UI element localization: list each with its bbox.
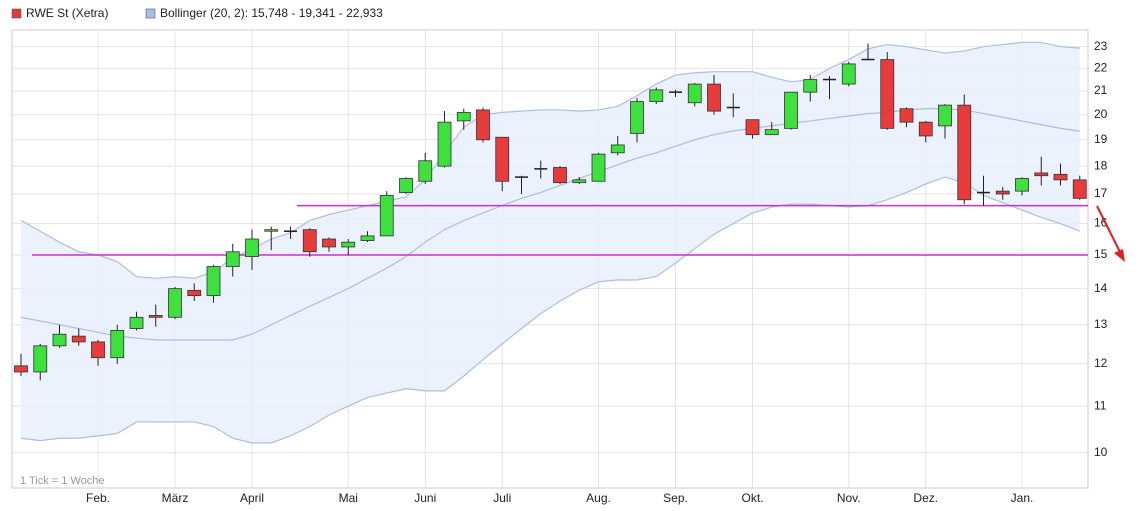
x-tick-label: Juli bbox=[493, 491, 511, 505]
legend-swatch bbox=[145, 8, 156, 19]
candle-body bbox=[1034, 172, 1049, 177]
y-tick-label: 10 bbox=[1094, 445, 1108, 459]
legend-label: RWE St (Xetra) bbox=[26, 6, 108, 20]
candle-body bbox=[918, 121, 933, 137]
candle-body bbox=[572, 179, 587, 184]
candle-body bbox=[553, 167, 567, 184]
candle-body bbox=[764, 129, 779, 136]
x-tick-label: Dez. bbox=[913, 491, 938, 505]
candle-body bbox=[33, 345, 48, 373]
x-tick-label: Feb. bbox=[86, 491, 110, 505]
candle-body bbox=[148, 315, 163, 318]
y-tick-label: 21 bbox=[1094, 83, 1108, 97]
candle-body bbox=[322, 238, 336, 248]
candle-body bbox=[206, 266, 221, 297]
legend-label: Bollinger (20, 2): 15,748 - 19,341 - 22,… bbox=[160, 6, 383, 20]
x-tick-label: Mai bbox=[339, 491, 358, 505]
candle-body bbox=[302, 229, 317, 253]
candle-body bbox=[437, 121, 452, 167]
candle-body bbox=[91, 341, 105, 359]
candle-body bbox=[977, 191, 990, 194]
candle-body bbox=[649, 89, 664, 102]
y-tick-label: 18 bbox=[1094, 158, 1108, 172]
x-tick-label: April bbox=[240, 491, 264, 505]
y-tick-label: 14 bbox=[1094, 281, 1108, 295]
candle-body bbox=[168, 288, 182, 318]
x-tick-label: Okt. bbox=[741, 491, 763, 505]
candle-body bbox=[284, 230, 297, 232]
y-tick-label: 19 bbox=[1094, 132, 1108, 146]
band-line bbox=[20, 176, 1080, 444]
candle-body bbox=[630, 101, 644, 134]
candle-body bbox=[957, 104, 972, 201]
x-tick-label: Jan. bbox=[1011, 491, 1034, 505]
candle-body bbox=[52, 333, 67, 347]
candle-body bbox=[803, 79, 818, 93]
x-tick-label: Nov. bbox=[837, 491, 861, 505]
candle-body bbox=[1072, 179, 1087, 199]
y-tick-label: 23 bbox=[1094, 39, 1108, 53]
trend-arrow bbox=[1096, 205, 1122, 255]
candle-body bbox=[880, 59, 895, 129]
y-tick-label: 22 bbox=[1094, 61, 1108, 75]
candle-body bbox=[687, 83, 702, 104]
candle-body bbox=[726, 106, 740, 109]
candle-body bbox=[245, 238, 259, 258]
y-tick-label: 12 bbox=[1094, 356, 1108, 370]
x-tick-label: Sep. bbox=[663, 491, 688, 505]
candle-body bbox=[995, 190, 1010, 195]
candle-body bbox=[515, 176, 528, 178]
candle-body bbox=[610, 144, 625, 154]
candle-body bbox=[861, 58, 875, 61]
candle-body bbox=[14, 365, 28, 373]
candle-body bbox=[187, 289, 202, 297]
candle-body bbox=[1015, 178, 1029, 192]
y-tick-label: 15 bbox=[1094, 247, 1108, 261]
trend-arrow-head bbox=[1114, 249, 1125, 262]
x-tick-label: März bbox=[162, 491, 189, 505]
y-tick-label: 11 bbox=[1094, 398, 1107, 412]
band-fill bbox=[21, 42, 1080, 443]
candle-body bbox=[399, 178, 413, 193]
candle-body bbox=[129, 316, 144, 329]
candle-body bbox=[899, 108, 914, 123]
candle-body bbox=[534, 168, 548, 170]
candle-body bbox=[1053, 173, 1068, 181]
candle-body bbox=[938, 104, 952, 127]
candle-body bbox=[110, 330, 125, 359]
candle-body bbox=[341, 241, 356, 248]
y-tick-label: 17 bbox=[1094, 186, 1108, 200]
y-tick-label: 20 bbox=[1094, 107, 1108, 121]
candle-body bbox=[784, 91, 798, 129]
candle-body bbox=[379, 195, 394, 237]
candle-body bbox=[456, 111, 471, 122]
candle-body bbox=[823, 78, 836, 81]
candle-body bbox=[841, 63, 856, 85]
y-tick-label: 13 bbox=[1094, 317, 1108, 331]
candle-body bbox=[495, 136, 510, 182]
candle-body bbox=[71, 335, 86, 343]
candle-body bbox=[225, 251, 240, 267]
note: 1 Tick = 1 Woche bbox=[20, 475, 104, 487]
candle-body bbox=[476, 109, 490, 141]
candle-body bbox=[745, 119, 760, 136]
candle-body bbox=[591, 153, 606, 182]
candle-body bbox=[707, 83, 721, 112]
candle-body bbox=[360, 235, 375, 241]
candle-body bbox=[669, 91, 682, 93]
legend-swatch bbox=[11, 8, 22, 19]
band-line bbox=[20, 41, 1080, 279]
candle-body bbox=[264, 229, 279, 232]
candle-body bbox=[418, 160, 433, 182]
x-tick-label: Aug. bbox=[586, 491, 611, 505]
x-tick-label: Juni bbox=[414, 491, 436, 505]
